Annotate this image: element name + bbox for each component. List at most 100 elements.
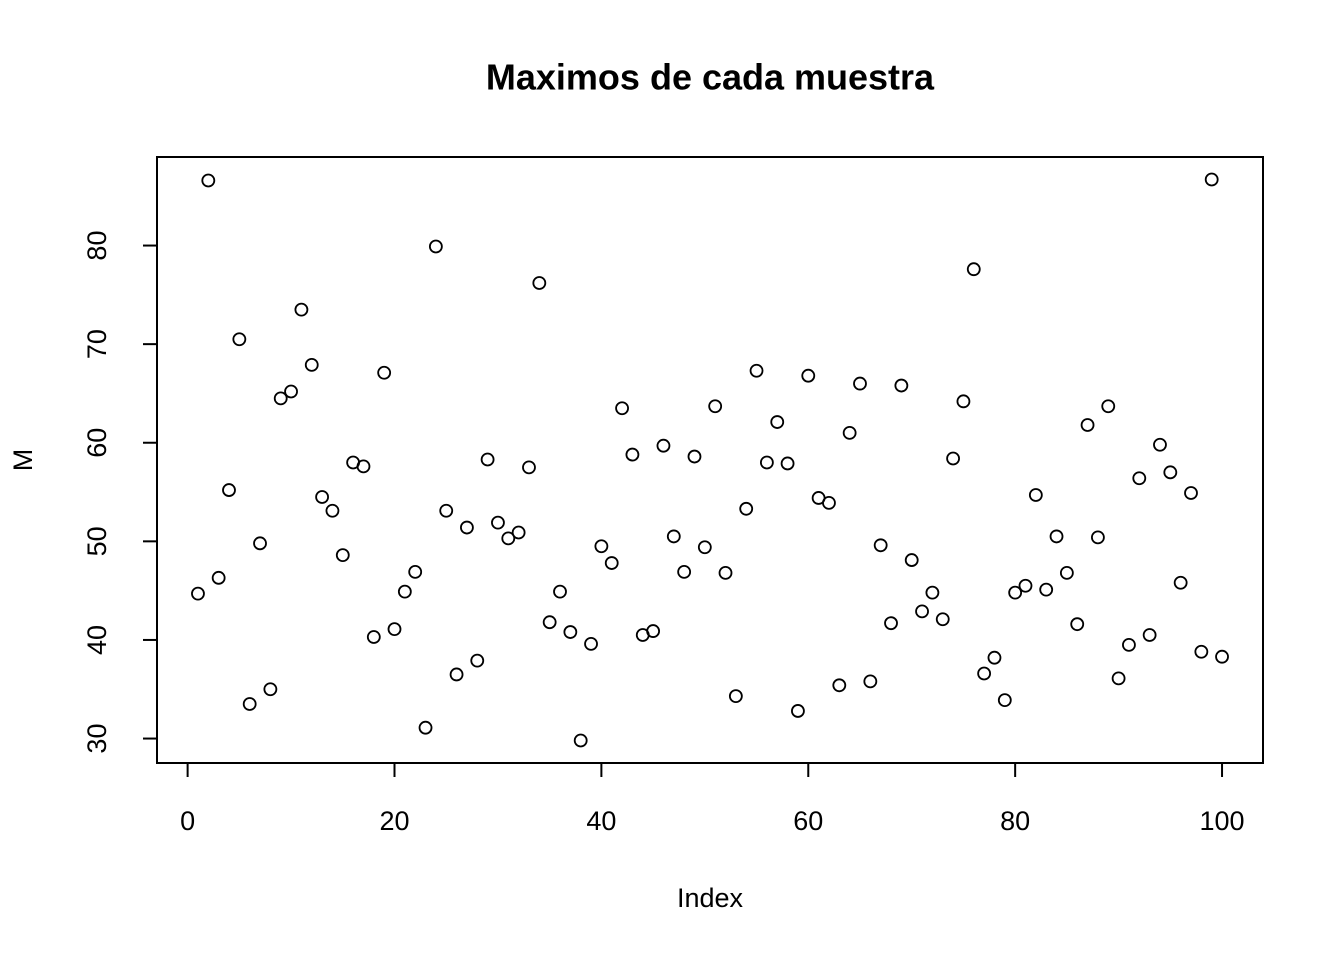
chart-title: Maximos de cada muestra — [486, 57, 935, 98]
point — [532, 276, 547, 290]
point — [1153, 437, 1167, 452]
point — [242, 697, 257, 711]
point — [894, 378, 909, 393]
point — [904, 553, 919, 567]
point — [770, 415, 785, 429]
point — [728, 689, 743, 704]
point — [356, 459, 371, 474]
point — [470, 653, 485, 668]
point — [449, 667, 464, 682]
point — [284, 384, 298, 399]
y-tick-label: 60 — [82, 428, 112, 458]
point — [708, 399, 723, 414]
point — [1132, 471, 1147, 486]
point — [480, 452, 495, 467]
point — [232, 332, 247, 347]
point — [1173, 575, 1188, 590]
point — [915, 604, 929, 619]
point — [977, 666, 992, 681]
point — [325, 503, 340, 518]
point — [253, 536, 267, 551]
point — [646, 624, 661, 638]
point — [842, 425, 857, 440]
point — [997, 693, 1012, 707]
point — [211, 570, 226, 585]
point — [666, 529, 681, 544]
point — [718, 565, 733, 580]
point — [1194, 644, 1209, 659]
point — [460, 520, 474, 535]
point — [615, 401, 629, 416]
x-tick-label: 80 — [1000, 806, 1030, 836]
point — [801, 368, 816, 383]
point — [987, 650, 1002, 665]
point — [542, 615, 557, 630]
y-tick-label: 30 — [82, 724, 112, 754]
point — [1008, 585, 1023, 600]
point — [956, 394, 971, 409]
point — [1122, 637, 1136, 652]
point — [1142, 628, 1157, 642]
point — [625, 447, 640, 462]
point — [832, 678, 847, 693]
point — [884, 616, 898, 631]
point — [687, 449, 702, 464]
point — [925, 585, 940, 600]
point — [946, 451, 960, 466]
point — [428, 239, 443, 254]
point — [863, 674, 878, 689]
point — [191, 586, 205, 601]
point — [222, 483, 236, 497]
point — [304, 357, 319, 372]
point — [491, 515, 505, 530]
point — [315, 490, 329, 504]
x-tick-label: 60 — [793, 806, 823, 836]
x-tick-label: 100 — [1200, 806, 1245, 836]
point — [739, 501, 754, 516]
point — [677, 565, 692, 579]
point — [791, 704, 805, 718]
point — [697, 540, 712, 555]
point — [822, 495, 836, 510]
y-tick-label: 40 — [82, 625, 112, 655]
y-tick-label: 50 — [82, 526, 112, 556]
point — [501, 531, 516, 546]
y-tick-label: 70 — [82, 329, 112, 359]
point — [263, 682, 278, 697]
point — [553, 584, 567, 599]
point — [1204, 172, 1219, 187]
point — [408, 565, 423, 579]
plot-box — [156, 156, 1264, 764]
point — [1184, 486, 1198, 500]
point — [1091, 530, 1105, 545]
point — [1080, 418, 1095, 432]
point — [935, 612, 950, 627]
point — [522, 460, 536, 475]
point — [584, 636, 598, 651]
point — [1018, 578, 1033, 593]
point — [573, 733, 588, 748]
point — [1049, 529, 1064, 544]
point — [1163, 465, 1178, 480]
point — [273, 391, 288, 406]
point — [749, 363, 764, 378]
point — [366, 630, 381, 644]
point — [1101, 399, 1116, 414]
point — [294, 302, 309, 317]
x-tick-label: 20 — [379, 806, 409, 836]
point — [656, 438, 671, 453]
point — [511, 525, 526, 540]
x-tick-label: 40 — [586, 806, 616, 836]
point — [377, 365, 392, 380]
y-tick-label: 80 — [82, 231, 112, 261]
y-axis-label: M — [8, 449, 38, 472]
point — [594, 539, 609, 554]
x-tick-label: 0 — [180, 806, 195, 836]
point — [873, 538, 888, 553]
point — [759, 455, 774, 470]
point — [1070, 617, 1085, 632]
point — [335, 548, 350, 563]
point — [966, 262, 981, 277]
point — [1059, 565, 1074, 580]
